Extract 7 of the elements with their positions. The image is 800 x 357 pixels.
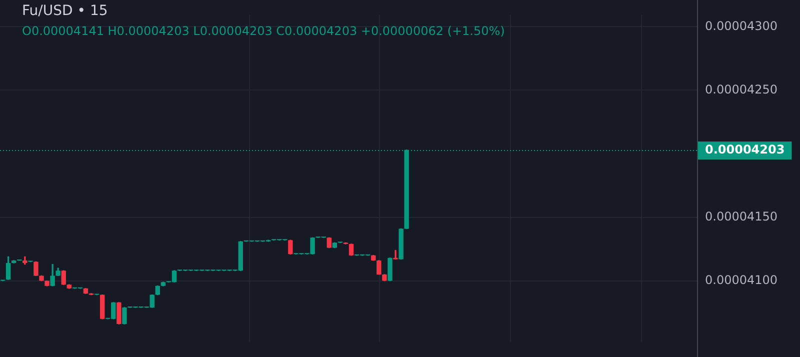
y-tick-label: 0.00004150 — [705, 209, 778, 224]
ref-line-label: 0.00004203 — [705, 142, 785, 157]
y-tick-label: 0.00004250 — [705, 82, 778, 96]
chart-title: Fu/USD • 15 — [22, 3, 108, 19]
y-tick-label: 0.00004100 — [705, 272, 778, 287]
text: O0.00004141 H0.00004203 L0.00004203 C0.00004203 +0.00000062 (+1.50%) — [22, 24, 505, 38]
y-tick-label: 0.00004300 — [705, 18, 778, 33]
